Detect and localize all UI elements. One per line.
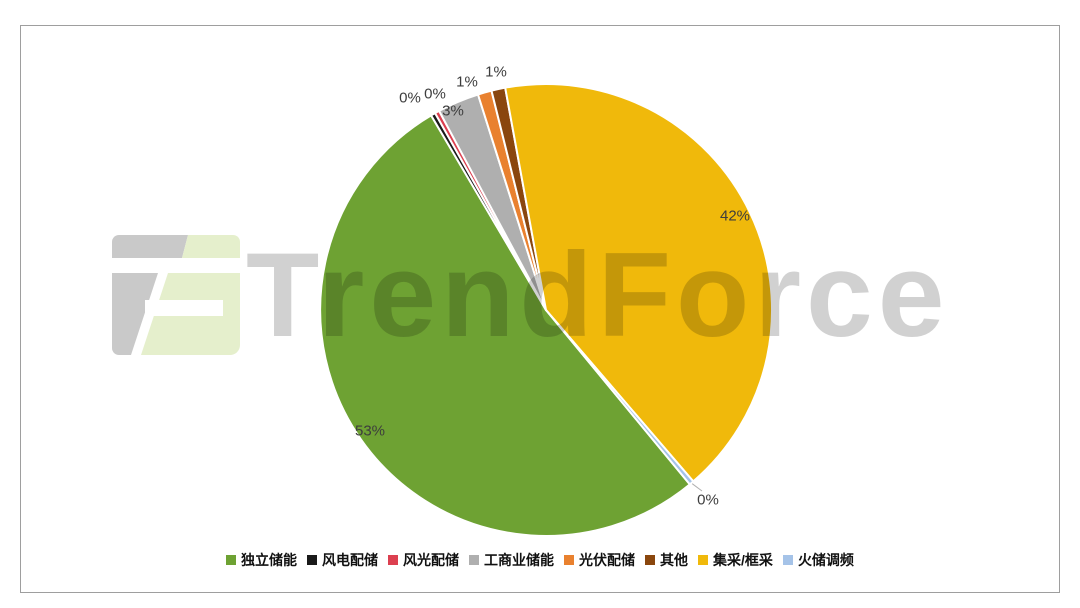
legend-label: 火储调频 [797, 552, 854, 568]
legend-item-7: 集采/框采 [698, 550, 773, 570]
legend-swatch-icon [469, 555, 480, 565]
legend-swatch-icon [698, 555, 709, 565]
pie-slice-7 [504, 83, 774, 483]
pie-slice-1 [319, 114, 691, 537]
legend-label: 独立储能 [241, 552, 298, 568]
legend-swatch-icon [226, 555, 237, 565]
legend-item-1: 独立储能 [226, 550, 297, 570]
legend-label: 光伏配储 [579, 552, 636, 568]
legend-label: 风电配储 [322, 552, 379, 568]
legend-item-2: 风电配储 [307, 550, 378, 570]
label-leader-line [691, 483, 703, 492]
pie-slice-8 [545, 309, 695, 486]
legend-label: 风光配储 [403, 552, 460, 568]
legend-swatch-icon [307, 555, 318, 565]
legend-swatch-icon [388, 555, 399, 565]
legend-label: 工商业储能 [484, 552, 555, 568]
legend-label: 集采/框采 [713, 552, 773, 568]
legend-item-8: 火储调频 [782, 550, 854, 570]
legend-swatch-icon [564, 555, 575, 565]
legend-item-3: 风光配储 [388, 550, 459, 570]
chart-legend: 独立储能 风电配储 风光配储 工商业储能 光伏配储 其他 集采/框采 火储调频 [21, 549, 1059, 571]
legend-swatch-icon [645, 555, 656, 565]
legend-item-6: 其他 [645, 550, 688, 570]
legend-item-4: 工商业储能 [469, 550, 554, 570]
legend-label: 其他 [660, 552, 689, 568]
legend-swatch-icon [782, 555, 793, 565]
legend-item-5: 光伏配储 [564, 550, 635, 570]
